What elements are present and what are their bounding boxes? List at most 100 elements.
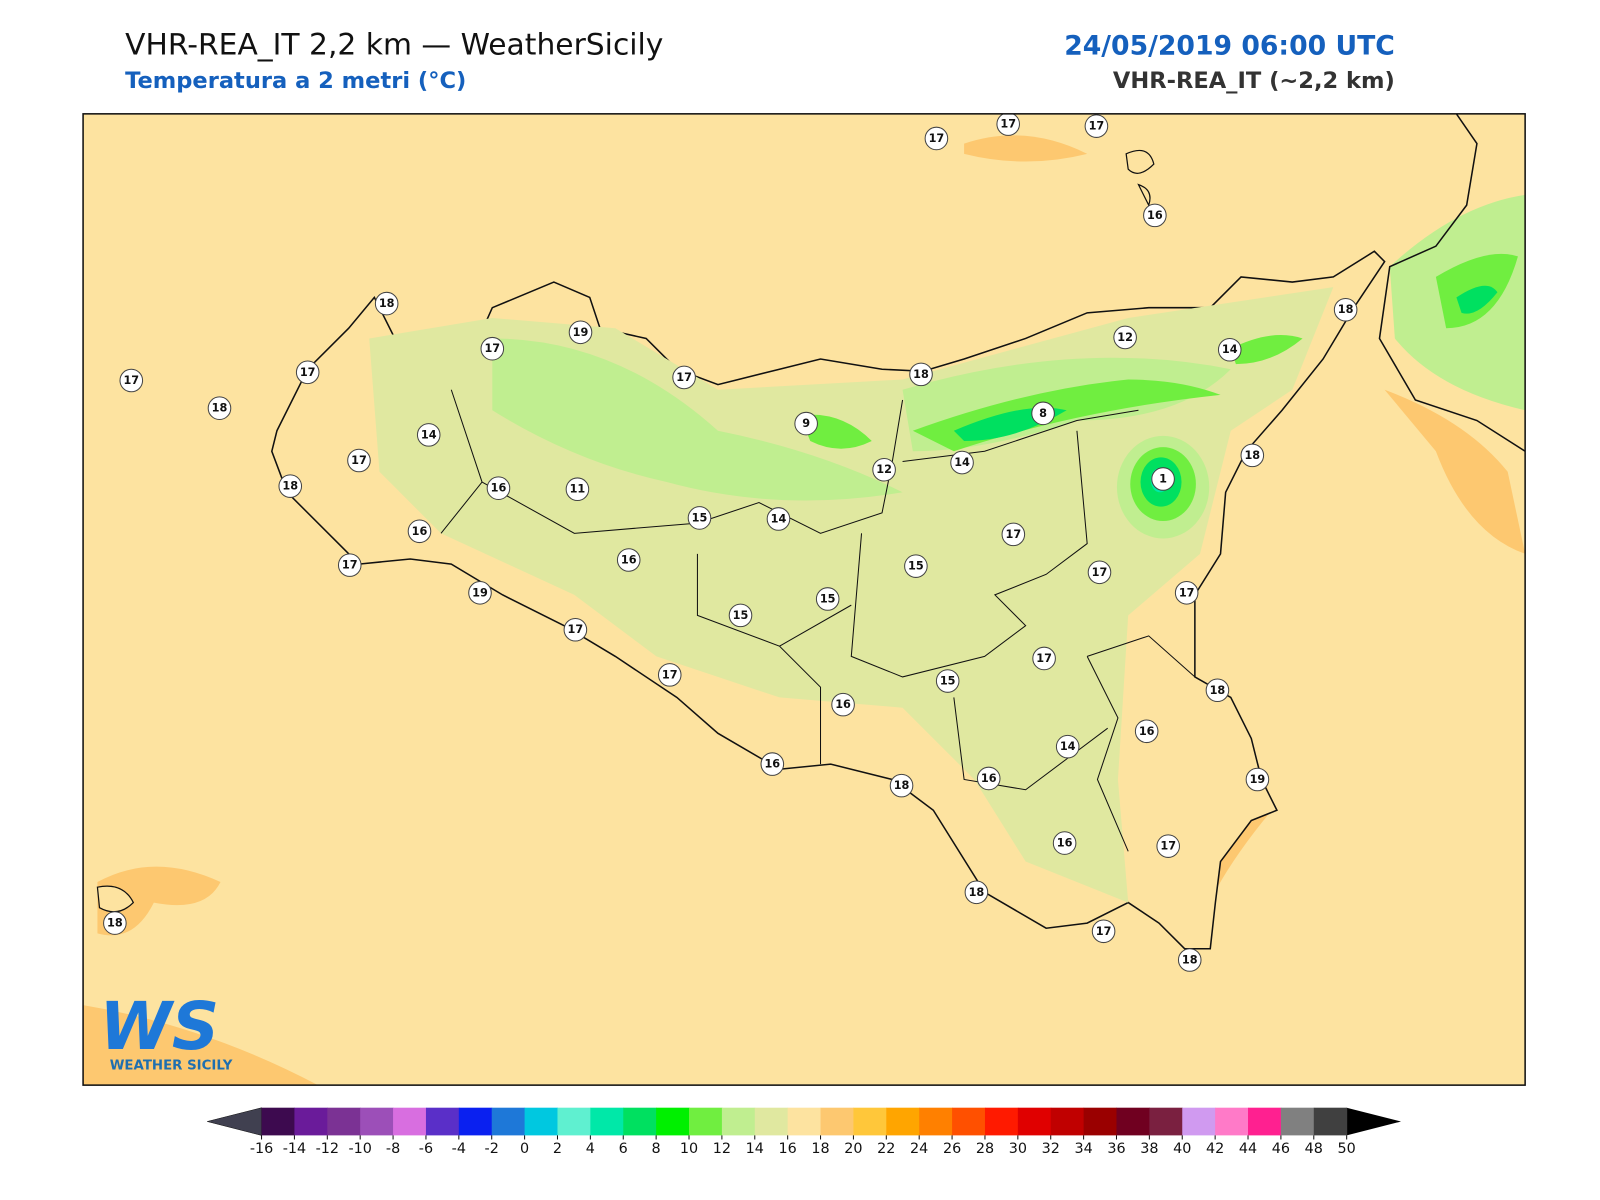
station-marker (950, 450, 974, 475)
colorbar-segment (458, 1107, 493, 1136)
colorbar-tick-label: 0 (520, 1141, 529, 1157)
station: 18 (1177, 948, 1202, 972)
station-marker (794, 411, 818, 436)
station: 17 (924, 126, 949, 151)
station-marker (565, 477, 590, 502)
logo-name: WEATHER SICILY (110, 1059, 233, 1074)
station-marker (815, 587, 840, 611)
station-marker (374, 291, 399, 316)
station: 17 (1091, 919, 1116, 944)
station-value: 15 (692, 511, 708, 524)
station: 15 (935, 669, 960, 693)
station: 15 (728, 603, 753, 628)
colorbar-tick-label: -14 (283, 1141, 306, 1157)
colorbar-tick-label: 46 (1272, 1141, 1290, 1157)
colorbar-segment (557, 1107, 591, 1136)
station-marker (568, 320, 593, 345)
colorbar-segment (919, 1107, 953, 1136)
station-value: 16 (1147, 209, 1163, 222)
station-value: 16 (621, 554, 637, 567)
colorbar-tick-label: -16 (250, 1141, 273, 1157)
station-marker (1333, 297, 1358, 322)
station-marker (672, 365, 696, 390)
station-value: 17 (351, 454, 367, 467)
station-marker (1055, 734, 1080, 759)
station-value: 14 (771, 512, 787, 525)
station-marker (1151, 467, 1175, 491)
station-marker (407, 519, 432, 544)
station-value: 14 (1222, 343, 1238, 356)
station-value: 17 (1089, 120, 1105, 133)
station: 17 (347, 448, 371, 473)
colorbar-tick-label: 48 (1305, 1141, 1323, 1157)
colorbar-segment (1149, 1107, 1183, 1136)
station-marker (1087, 560, 1112, 585)
colorbar-tick-label: 10 (680, 1141, 698, 1157)
station: 16 (486, 476, 511, 500)
station-marker (935, 669, 960, 693)
station: 18 (889, 773, 914, 798)
station-marker (831, 692, 855, 717)
colorbar-tick-label: 24 (910, 1141, 928, 1157)
colorbar-over (1346, 1107, 1402, 1136)
station: 14 (416, 423, 441, 447)
station-marker (295, 360, 320, 385)
station-marker (278, 474, 303, 498)
station-value: 12 (1117, 331, 1133, 344)
station-marker (657, 663, 682, 687)
station-marker (1156, 834, 1180, 858)
colorbar-tick-label: 40 (1173, 1141, 1191, 1157)
colorbar-tick-label: 14 (746, 1141, 764, 1157)
colorbar-tick-label: 2 (553, 1141, 562, 1157)
colorbar-segment (952, 1107, 986, 1136)
title: VHR-REA_IT 2,2 km — WeatherSicily (125, 27, 663, 62)
station: 16 (760, 752, 785, 776)
colorbar: -16 -14 -12 -10 -8 -6 -4 -2 0 2 4 6 8 10 12 14 16 18 20 22 2… (207, 1107, 1402, 1157)
map-frame (82, 113, 1526, 1086)
date: 24/05/2019 06:00 UTC (1064, 30, 1395, 61)
station: 11 (565, 477, 590, 502)
station: 18 (964, 880, 989, 905)
station-marker (1052, 831, 1077, 855)
colorbar-tick-label: 50 (1338, 1141, 1356, 1157)
station-marker (1134, 719, 1159, 744)
station-value: 14 (954, 456, 970, 469)
station: 14 (1055, 734, 1080, 759)
map: 17 17 17 16 18 19 17 17 17 18 17 18 12 14 18 9 8 14 12 1 18 1… (83, 113, 1526, 1086)
colorbar-tick-label: -8 (386, 1141, 400, 1157)
station: 8 (1031, 401, 1055, 426)
station-marker (337, 553, 362, 577)
colorbar-tick-label: -6 (419, 1141, 433, 1157)
colorbar-tick-label: 28 (976, 1141, 994, 1157)
station: 9 (794, 411, 818, 436)
colorbar-tick-label: 32 (1042, 1141, 1060, 1157)
colorbar-segment (393, 1107, 427, 1136)
station: 18 (1205, 678, 1230, 703)
colorbar-tick-label: 22 (877, 1141, 895, 1157)
colorbar-segment (1280, 1107, 1315, 1136)
station-value: 16 (412, 525, 428, 538)
station: 16 (1052, 831, 1077, 855)
colorbar-segment (491, 1107, 526, 1136)
station-value: 17 (1160, 840, 1176, 853)
station-value: 18 (969, 886, 985, 899)
colorbar-segment (623, 1107, 657, 1136)
station-marker (909, 362, 933, 387)
station-value: 16 (764, 758, 780, 771)
colorbar-segment (689, 1107, 723, 1136)
station-value: 17 (929, 132, 945, 145)
station-value: 18 (1182, 954, 1198, 967)
colorbar-tick-label: 26 (943, 1141, 961, 1157)
station-marker (687, 506, 712, 530)
station: 19 (568, 320, 593, 345)
station-value: 19 (573, 326, 589, 339)
colorbar-segment (524, 1107, 558, 1136)
station-marker (616, 548, 641, 572)
station-value: 17 (1005, 528, 1021, 541)
station-marker (872, 457, 896, 482)
colorbar-tick-label: -2 (485, 1141, 499, 1157)
station-value: 9 (802, 417, 810, 430)
station-value: 19 (1250, 773, 1266, 786)
station-value: 18 (1210, 684, 1226, 697)
